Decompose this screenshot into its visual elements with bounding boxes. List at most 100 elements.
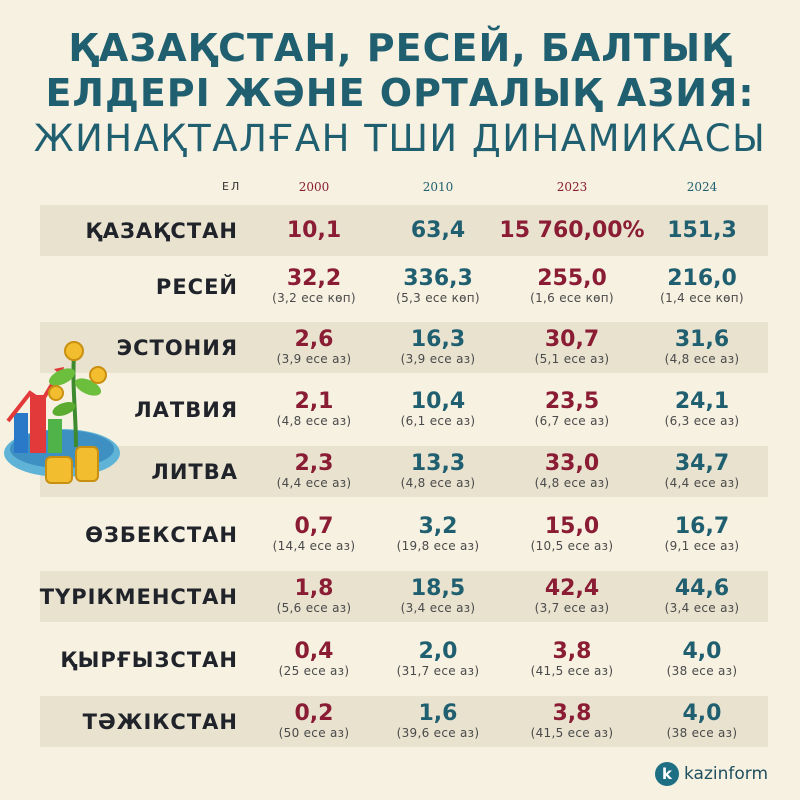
ratio-note: (1,6 есе көп) <box>530 291 614 305</box>
value-number: 15 760,00% <box>499 217 645 243</box>
value-number: 13,3 <box>410 451 466 476</box>
table-row: РЕСЕЙ 32,2 (3,2 есе көп) 336,3 (5,3 есе көп)… <box>40 261 768 312</box>
country-label: ЛАТВИЯ <box>134 397 238 422</box>
country-label: ТӘЖІКСТАН <box>82 709 238 734</box>
value-number: 33,0 <box>544 451 600 476</box>
country-label: ЭСТОНИЯ <box>116 335 238 360</box>
ratio-note: (38 есе аз) <box>666 664 738 678</box>
ratio-note: (6,1 есе аз) <box>400 414 476 428</box>
country-label: ӨЗБЕКСТАН <box>85 522 238 547</box>
value-cell-2010: 18,5 (3,4 есе аз) <box>373 571 503 622</box>
table-header: ЕЛ 2000 2010 2023 2024 <box>0 180 800 200</box>
value-cell-2023: 15 760,00% <box>499 205 644 256</box>
ratio-note: (50 есе аз) <box>278 726 350 740</box>
value-cell-2023: 3,8 (41,5 есе аз) <box>507 696 637 747</box>
ratio-note: (6,3 есе аз) <box>664 414 740 428</box>
table-row: ТҮРІКМЕНСТАН 1,8 (5,6 есе аз) 18,5 (3,4 есе … <box>40 571 768 622</box>
title-line-3: ЖИНАҚТАЛҒАН ТШИ ДИНАМИКАСЫ <box>33 117 767 160</box>
value-cell-2000: 0,7 (14,4 есе аз) <box>249 509 379 560</box>
ratio-note: (1,4 есе көп) <box>660 291 744 305</box>
value-number: 336,3 <box>403 266 473 291</box>
ratio-note: (41,5 есе аз) <box>530 664 614 678</box>
value-number: 24,1 <box>674 389 730 414</box>
value-cell-2023: 33,0 (4,8 есе аз) <box>507 446 637 497</box>
table-row: ҚАЗАҚСТАН 10,1 63,4 15 760,00% 151,3 <box>40 205 768 256</box>
header-year-2010: 2010 <box>422 180 454 194</box>
ratio-note: (4,8 есе аз) <box>276 414 352 428</box>
value-number: 216,0 <box>667 266 737 291</box>
table-row: ӨЗБЕКСТАН 0,7 (14,4 есе аз) 3,2 (19,8 есе аз… <box>40 509 768 560</box>
value-cell-2000: 32,2 (3,2 есе көп) <box>249 261 379 312</box>
value-number: 3,8 <box>552 701 592 726</box>
value-cell-2023: 15,0 (10,5 есе аз) <box>507 509 637 560</box>
value-number: 4,0 <box>682 701 722 726</box>
ratio-note: (4,8 есе аз) <box>664 352 740 366</box>
ratio-note: (14,4 есе аз) <box>272 539 356 553</box>
value-cell-2000: 0,2 (50 есе аз) <box>249 696 379 747</box>
value-number: 23,5 <box>544 389 600 414</box>
value-number: 15,0 <box>544 514 600 539</box>
value-cell-2010: 1,6 (39,6 есе аз) <box>373 696 503 747</box>
value-cell-2010: 13,3 (4,8 есе аз) <box>373 446 503 497</box>
value-cell-2024: 16,7 (9,1 есе аз) <box>637 509 767 560</box>
ratio-note: (3,4 есе аз) <box>664 601 740 615</box>
value-number: 44,6 <box>674 576 730 601</box>
ratio-note: (3,9 есе аз) <box>400 352 476 366</box>
value-cell-2024: 34,7 (4,4 есе аз) <box>637 446 767 497</box>
value-number: 34,7 <box>674 451 730 476</box>
value-number: 16,3 <box>410 327 466 352</box>
ratio-note: (25 есе аз) <box>278 664 350 678</box>
value-cell-2010: 63,4 <box>373 205 503 256</box>
value-cell-2024: 44,6 (3,4 есе аз) <box>637 571 767 622</box>
value-number: 151,3 <box>667 217 737 243</box>
value-number: 3,8 <box>552 639 592 664</box>
value-number: 2,1 <box>294 389 334 414</box>
country-label: ҚАЗАҚСТАН <box>85 218 238 243</box>
value-number: 0,4 <box>294 639 334 664</box>
value-number: 16,7 <box>674 514 730 539</box>
value-cell-2010: 2,0 (31,7 есе аз) <box>373 634 503 685</box>
value-number: 0,2 <box>294 701 334 726</box>
value-cell-2024: 151,3 <box>637 205 767 256</box>
value-number: 30,7 <box>544 327 600 352</box>
ratio-note: (19,8 есе аз) <box>396 539 480 553</box>
value-number: 63,4 <box>410 217 466 243</box>
ratio-note: (5,3 есе көп) <box>396 291 480 305</box>
value-cell-2000: 10,1 <box>249 205 379 256</box>
value-number: 32,2 <box>286 266 342 291</box>
value-number: 42,4 <box>544 576 600 601</box>
kazinform-logo-text: kazinform <box>684 764 769 784</box>
header-year-2024: 2024 <box>686 180 718 194</box>
value-cell-2024: 31,6 (4,8 есе аз) <box>637 322 767 373</box>
value-cell-2023: 23,5 (6,7 есе аз) <box>507 384 637 435</box>
value-number: 4,0 <box>682 639 722 664</box>
money-plant-illustration <box>4 341 120 484</box>
value-cell-2000: 0,4 (25 есе аз) <box>249 634 379 685</box>
value-number: 10,4 <box>410 389 466 414</box>
table-row: ҚЫРҒЫЗСТАН 0,4 (25 есе аз) 2,0 (31,7 есе аз)… <box>40 634 768 685</box>
header-country: ЕЛ <box>222 180 242 193</box>
ratio-note: (39,6 есе аз) <box>396 726 480 740</box>
ratio-note: (4,8 есе аз) <box>534 476 610 490</box>
value-number: 2,6 <box>294 327 334 352</box>
value-cell-2024: 24,1 (6,3 есе аз) <box>637 384 767 435</box>
value-number: 18,5 <box>410 576 466 601</box>
ratio-note: (3,9 есе аз) <box>276 352 352 366</box>
country-label: ТҮРІКМЕНСТАН <box>39 584 238 609</box>
value-cell-2000: 2,3 (4,4 есе аз) <box>249 446 379 497</box>
value-cell-2010: 336,3 (5,3 есе көп) <box>373 261 503 312</box>
ratio-note: (31,7 есе аз) <box>396 664 480 678</box>
bar-icon-blue <box>14 413 28 453</box>
country-label: ҚЫРҒЫЗСТАН <box>60 647 238 672</box>
ratio-note: (10,5 есе аз) <box>530 539 614 553</box>
coin-icon <box>64 341 84 361</box>
header-year-2023: 2023 <box>556 180 588 194</box>
value-number: 2,0 <box>418 639 458 664</box>
ratio-note: (4,4 есе аз) <box>276 476 352 490</box>
value-number: 1,6 <box>418 701 458 726</box>
value-cell-2000: 1,8 (5,6 есе аз) <box>249 571 379 622</box>
ratio-note: (41,5 есе аз) <box>530 726 614 740</box>
ratio-note: (3,2 есе көп) <box>272 291 356 305</box>
value-number: 255,0 <box>537 266 607 291</box>
value-number: 1,8 <box>294 576 334 601</box>
